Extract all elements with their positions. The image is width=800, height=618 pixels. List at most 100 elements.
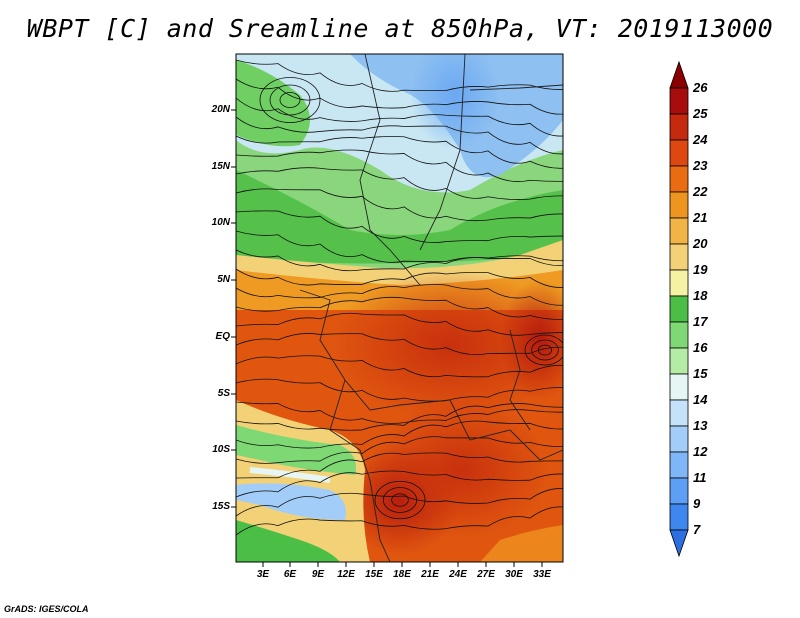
streamline <box>236 167 563 200</box>
streamline-swirl <box>259 77 321 123</box>
streamline <box>236 268 563 288</box>
colorbar-segment <box>669 243 689 271</box>
lon-tick-label: 15E <box>365 569 383 580</box>
streamline-swirl <box>269 84 311 116</box>
colorbar-label: 7 <box>693 522 701 537</box>
colorbar-segment <box>669 217 689 245</box>
colorbar-label: 11 <box>693 470 707 485</box>
streamline <box>236 333 563 355</box>
colorbar-segment <box>669 399 689 427</box>
colorbar-segment <box>669 503 689 531</box>
lon-tick-label: 12E <box>337 569 355 580</box>
streamline <box>236 312 563 336</box>
streamline-swirl <box>537 344 553 356</box>
streamline <box>236 470 563 498</box>
lon-tick-label: 27E <box>477 569 495 580</box>
lat-tick-label: 20N <box>211 104 230 115</box>
colorbar-segment <box>669 451 689 479</box>
country-borders <box>299 54 563 562</box>
colorbar-label: 21 <box>693 210 708 225</box>
streamline-swirl <box>531 339 559 361</box>
streamline <box>236 135 563 169</box>
streamline <box>236 249 563 272</box>
streamline <box>236 149 563 182</box>
colorbar-segment <box>669 425 689 453</box>
wbpt-shading <box>236 54 563 562</box>
lon-tick-label: 33E <box>533 569 551 580</box>
streamline <box>236 436 563 464</box>
lat-tick-label: 5S <box>217 388 230 399</box>
colorbar-segment <box>669 295 689 323</box>
colorbar-segment <box>669 87 689 115</box>
lon-tick-label: 30E <box>505 569 523 580</box>
streamline <box>236 284 563 306</box>
colorbar-label: 14 <box>693 392 708 407</box>
streamline-swirl <box>524 334 563 366</box>
lat-tick-label: 10N <box>211 217 230 228</box>
colorbar-label: 19 <box>693 262 708 277</box>
colorbar-segment <box>669 321 689 349</box>
colorbar-segment <box>669 373 689 401</box>
streamline-swirl <box>382 487 418 513</box>
colorbar-segment <box>669 191 689 219</box>
streamline <box>236 296 563 320</box>
streamline <box>236 355 563 378</box>
colorbar-label: 23 <box>693 158 708 173</box>
streamline-swirl <box>279 92 301 108</box>
streamline-swirl <box>374 480 426 520</box>
colorbar-segment <box>669 477 689 505</box>
lon-tick-label: 24E <box>449 569 467 580</box>
colorbar <box>669 60 689 558</box>
colorbar-segment <box>669 113 689 141</box>
lat-tick-label: 15N <box>211 161 230 172</box>
lon-tick-label: 18E <box>393 569 411 580</box>
colorbar-label: 18 <box>693 288 708 303</box>
streamline <box>236 97 563 137</box>
streamline <box>236 452 563 479</box>
map-frame <box>235 53 564 563</box>
colorbar-label: 17 <box>693 314 708 329</box>
streamline <box>236 116 563 155</box>
streamlines <box>236 59 563 536</box>
streamline <box>236 488 563 517</box>
colorbar-label: 26 <box>693 80 708 95</box>
colorbar-label: 13 <box>693 418 708 433</box>
colorbar-cap-top <box>669 60 689 89</box>
colorbar-label: 25 <box>693 106 708 121</box>
streamline <box>236 230 563 263</box>
colorbar-label: 12 <box>693 444 708 459</box>
colorbar-label: 16 <box>693 340 708 355</box>
lon-tick-label: 6E <box>283 569 297 580</box>
streamline <box>236 420 563 449</box>
colorbar-segment <box>669 347 689 375</box>
streamline <box>236 188 563 222</box>
streamline-swirl <box>391 493 409 507</box>
credit-text: GrADS: IGES/COLA <box>4 604 89 614</box>
streamline <box>236 506 563 536</box>
streamline <box>236 378 563 402</box>
streamline <box>236 78 563 115</box>
plot-title: WBPT [C] and Sreamline at 850hPa, VT: 20… <box>26 14 774 43</box>
colorbar-label: 22 <box>693 184 708 199</box>
colorbar-label: 15 <box>693 366 708 381</box>
lon-tick-label: 3E <box>256 569 270 580</box>
streamline <box>236 59 563 92</box>
axis-ticks <box>231 109 543 567</box>
colorbar-label: 20 <box>693 236 708 251</box>
colorbar-label: 24 <box>693 132 708 147</box>
colorbar-segment <box>669 139 689 167</box>
lon-tick-label: 9E <box>311 569 325 580</box>
streamline <box>236 403 563 431</box>
colorbar-cap-bottom <box>669 529 689 558</box>
lat-tick-label: 15S <box>212 501 230 512</box>
colorbar-segment <box>669 269 689 297</box>
streamline <box>236 401 563 424</box>
lon-tick-label: 21E <box>421 569 439 580</box>
colorbar-segment <box>669 165 689 193</box>
colorbar-label: 9 <box>693 496 701 511</box>
lat-tick-label: EQ <box>215 331 230 342</box>
lat-tick-label: 10S <box>212 444 230 455</box>
streamline <box>236 210 563 243</box>
lat-tick-label: 5N <box>217 274 230 285</box>
